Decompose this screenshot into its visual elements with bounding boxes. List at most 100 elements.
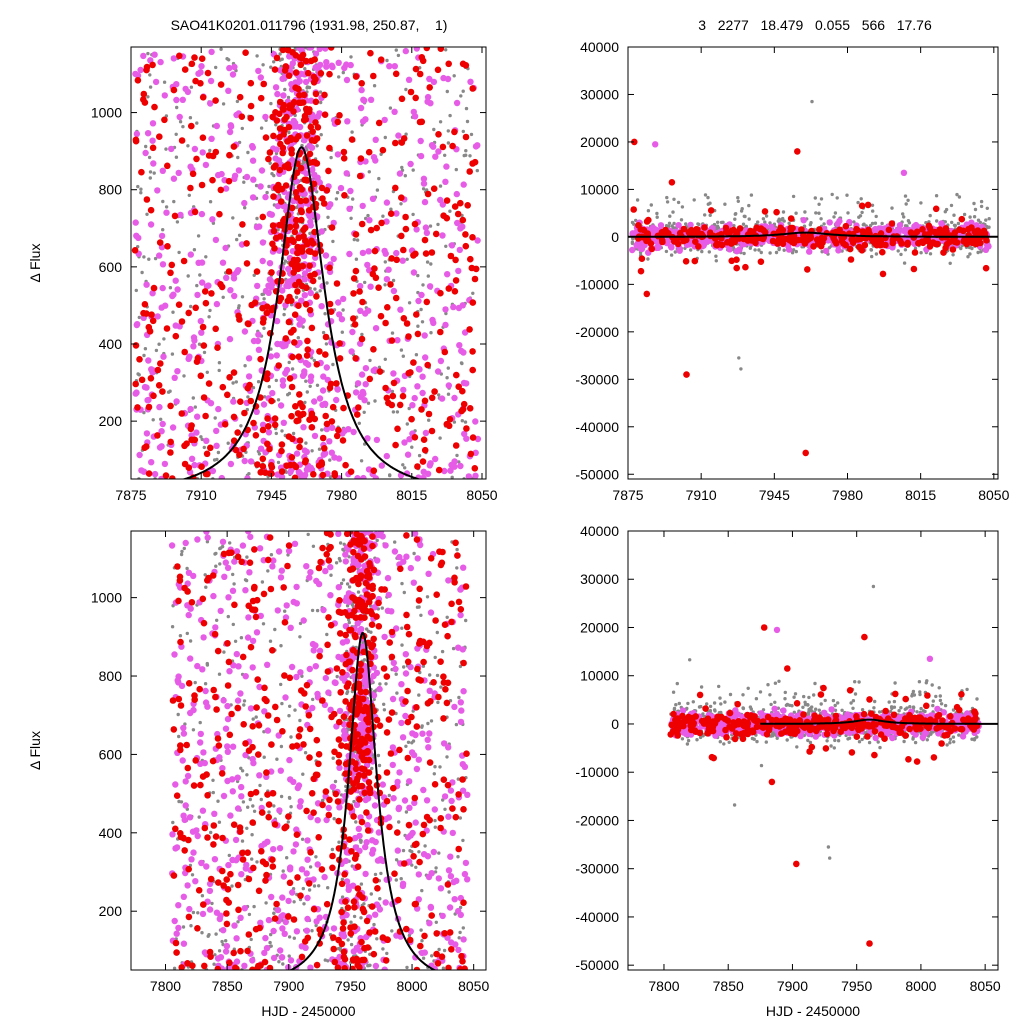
point-magenta xyxy=(409,402,416,409)
point-gray xyxy=(202,445,206,450)
point-red xyxy=(192,304,199,312)
point-gray xyxy=(446,392,451,396)
point-gray xyxy=(302,902,306,906)
point-red xyxy=(204,69,212,77)
point-red xyxy=(419,57,427,65)
point-magenta xyxy=(172,277,179,284)
point-red xyxy=(685,229,693,236)
point-gray xyxy=(282,312,286,317)
point-magenta xyxy=(287,624,294,631)
point-red xyxy=(388,337,396,344)
point-magenta xyxy=(444,271,451,278)
point-red xyxy=(682,258,690,265)
point-magenta xyxy=(208,135,215,142)
point-magenta xyxy=(163,209,170,216)
point-red xyxy=(201,288,209,295)
point-red xyxy=(288,150,296,157)
point-red xyxy=(358,220,366,228)
point-red xyxy=(459,216,467,224)
point-magenta xyxy=(152,78,160,86)
point-gray xyxy=(768,251,772,255)
point-red xyxy=(198,463,205,471)
point-red xyxy=(375,284,382,292)
point-red xyxy=(134,77,142,84)
point-gray xyxy=(359,916,363,920)
x-tick-label: 7980 xyxy=(326,487,357,503)
point-gray xyxy=(434,866,438,870)
point-magenta xyxy=(161,92,168,99)
point-magenta xyxy=(472,472,479,479)
point-magenta xyxy=(381,247,388,255)
point-red xyxy=(452,256,459,264)
point-magenta xyxy=(973,222,980,229)
point-magenta xyxy=(188,856,195,863)
point-magenta xyxy=(156,252,163,259)
y-tick-label: 600 xyxy=(99,259,123,275)
point-gray xyxy=(185,631,189,636)
point-gray xyxy=(313,287,317,291)
point-gray xyxy=(294,295,299,299)
point-red xyxy=(451,288,459,295)
point-red xyxy=(141,99,149,106)
point-magenta xyxy=(253,223,261,231)
point-red xyxy=(286,223,294,231)
point-magenta xyxy=(225,87,232,95)
point-magenta xyxy=(800,217,807,224)
point-red xyxy=(285,72,293,79)
point-gray xyxy=(315,383,320,387)
point-gray xyxy=(352,237,356,242)
x-tick-label: 7980 xyxy=(832,487,863,503)
point-red xyxy=(382,384,389,392)
point-magenta xyxy=(736,246,743,253)
point-gray xyxy=(222,650,226,654)
point-red xyxy=(234,429,241,436)
point-magenta xyxy=(383,218,390,225)
point-gray xyxy=(254,715,258,719)
point-magenta xyxy=(290,848,297,855)
point-red xyxy=(278,447,285,455)
point-gray xyxy=(394,858,399,862)
point-red xyxy=(326,144,333,152)
point-red xyxy=(247,79,255,87)
point-magenta xyxy=(230,271,238,278)
point-magenta xyxy=(209,216,216,223)
point-gray xyxy=(461,89,465,93)
point-gray xyxy=(457,936,461,940)
point-magenta xyxy=(182,85,189,93)
point-red xyxy=(333,280,341,287)
point-magenta xyxy=(373,436,381,444)
outlier-point xyxy=(643,290,651,298)
point-magenta xyxy=(161,460,169,468)
point-magenta xyxy=(187,655,194,662)
point-magenta xyxy=(277,402,285,409)
point-red xyxy=(225,177,233,185)
point-red xyxy=(132,342,140,349)
point-gray xyxy=(817,211,821,215)
point-red xyxy=(172,332,180,340)
point-red xyxy=(280,101,288,109)
point-gray xyxy=(979,250,983,254)
point-gray xyxy=(680,205,685,209)
point-gray xyxy=(144,144,148,149)
point-magenta xyxy=(227,287,234,294)
point-gray xyxy=(308,865,313,869)
point-magenta xyxy=(439,232,446,239)
point-red xyxy=(282,63,290,70)
point-red xyxy=(744,237,752,244)
point-gray xyxy=(749,193,754,197)
point-gray xyxy=(279,682,283,687)
point-red xyxy=(271,421,279,429)
point-red xyxy=(132,380,139,388)
point-gray xyxy=(172,966,177,970)
point-gray xyxy=(301,886,305,891)
point-red xyxy=(286,375,294,382)
point-gray xyxy=(354,820,358,824)
point-magenta xyxy=(276,845,284,852)
point-gray xyxy=(191,396,195,400)
point-gray xyxy=(406,740,411,744)
point-red xyxy=(418,406,425,413)
point-gray xyxy=(367,170,371,174)
point-gray xyxy=(252,809,257,813)
point-gray xyxy=(787,221,791,225)
point-gray xyxy=(179,800,184,804)
